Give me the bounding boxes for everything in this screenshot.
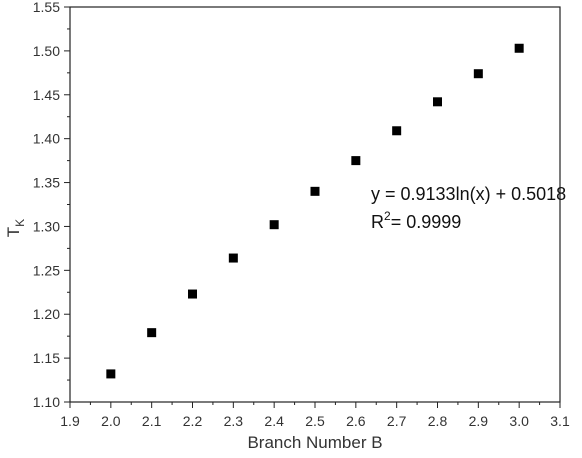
data-point <box>188 289 197 299</box>
y-axis-label: TK <box>4 219 27 237</box>
data-point <box>473 69 483 79</box>
x-axis: 1.9 2.0 2.1 2.2 2.3 2.4 2.5 2.6 2.7 2.8 2.9 3.0 3.1 <box>60 402 570 429</box>
data-point <box>433 97 442 107</box>
y-tick-label: 1.10 <box>33 394 60 410</box>
x-tick-label: 3.0 <box>509 413 529 429</box>
plot-border <box>69 6 561 403</box>
data-point <box>106 369 116 379</box>
data-point <box>228 253 238 263</box>
y-axis-label-main: T <box>4 227 23 237</box>
data-point <box>310 186 320 196</box>
x-tick-label: 2.5 <box>305 413 325 429</box>
y-tick-label: 1.30 <box>33 218 60 234</box>
x-tick-label: 2.2 <box>183 413 203 429</box>
r-squared-annotation: R2= 0.9999 <box>371 209 461 232</box>
x-tick-label: 2.4 <box>264 413 284 429</box>
y-axis: 1.10 1.15 1.20 1.25 1.30 1.35 1.40 1.45 1.50 1.55 <box>33 0 70 410</box>
data-point <box>351 156 361 166</box>
x-tick-label: 2.8 <box>428 413 448 429</box>
r-squared-value: = 0.9999 <box>391 212 462 232</box>
svg-text:TK: TK <box>4 219 27 237</box>
x-tick-label: 3.1 <box>550 413 570 429</box>
data-point <box>392 126 402 136</box>
x-tick-label: 2.3 <box>224 413 244 429</box>
y-tick-label: 1.50 <box>33 43 60 59</box>
y-tick-label: 1.25 <box>33 262 60 278</box>
data-point <box>269 220 279 230</box>
r-squared-symbol: R <box>371 212 384 232</box>
y-tick-label: 1.55 <box>33 0 60 15</box>
x-tick-label: 2.1 <box>142 413 162 429</box>
equation-annotation: y = 0.9133ln(x) + 0.5018 <box>371 184 566 204</box>
y-axis-label-subscript: K <box>13 219 27 227</box>
data-series <box>106 43 524 379</box>
x-tick-label: 2.6 <box>346 413 366 429</box>
x-tick-label: 2.9 <box>469 413 489 429</box>
y-tick-label: 1.20 <box>33 306 60 322</box>
y-tick-label: 1.35 <box>33 175 60 191</box>
plot-area <box>69 6 561 403</box>
x-tick-label: 2.0 <box>101 413 121 429</box>
x-axis-label: Branch Number B <box>247 433 382 452</box>
data-point <box>147 328 157 338</box>
data-point <box>514 43 524 53</box>
y-tick-label: 1.40 <box>33 131 60 147</box>
y-tick-label: 1.15 <box>33 350 60 366</box>
x-tick-label: 2.7 <box>387 413 407 429</box>
r-squared-superscript: 2 <box>384 209 391 223</box>
x-tick-label: 1.9 <box>60 413 80 429</box>
y-tick-label: 1.45 <box>33 87 60 103</box>
